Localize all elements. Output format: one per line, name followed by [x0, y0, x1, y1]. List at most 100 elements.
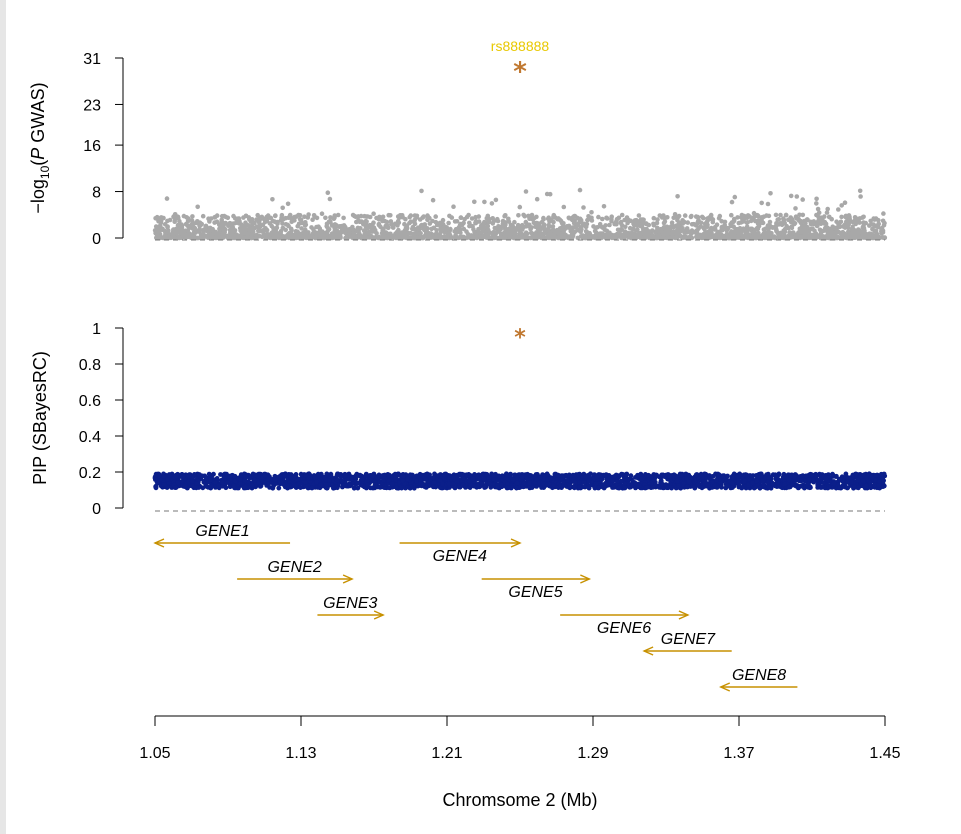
gwas-point	[248, 235, 254, 241]
gwas-point	[193, 230, 198, 235]
gwas-point	[856, 227, 861, 232]
gwas-point	[765, 230, 771, 236]
gwas-y-axis-title: −log10(P GWAS)	[28, 82, 52, 213]
pip-point	[194, 481, 200, 487]
gwas-point	[882, 220, 887, 226]
gwas-point	[729, 212, 734, 218]
gwas-point	[229, 230, 235, 235]
gwas-point	[418, 231, 423, 236]
gwas-point	[744, 224, 750, 229]
pip-point	[653, 472, 659, 478]
gwas-point	[523, 231, 528, 237]
gwas-point	[461, 235, 466, 241]
gwas-point	[280, 225, 286, 231]
gwas-point	[595, 225, 600, 230]
gwas-point	[412, 231, 417, 236]
gwas-point	[264, 231, 270, 237]
gwas-point	[643, 227, 649, 232]
gwas-point	[801, 228, 807, 234]
gwas-point	[156, 219, 161, 224]
gwas-point	[152, 228, 158, 233]
gwas-point	[420, 235, 425, 241]
pip-point	[312, 475, 318, 481]
pip-point	[603, 472, 609, 477]
gwas-point	[551, 219, 556, 225]
pip-point	[342, 483, 348, 488]
gwas-point	[770, 225, 776, 230]
gwas-point	[201, 233, 207, 239]
gwas-point	[380, 218, 385, 224]
gwas-point	[759, 219, 764, 224]
gwas-point	[799, 234, 804, 240]
gwas-point	[504, 233, 510, 238]
gwas-point	[273, 235, 278, 240]
gwas-point	[627, 225, 633, 231]
gwas-point	[666, 235, 671, 240]
gwas-point	[281, 216, 286, 222]
gwas-point	[341, 215, 346, 221]
gwas-point	[453, 234, 458, 239]
pip-point	[349, 476, 355, 482]
pip-point	[179, 479, 185, 484]
pip-point	[315, 472, 321, 477]
gwas-point	[856, 235, 862, 241]
pip-point	[224, 471, 229, 477]
gwas-point	[491, 218, 497, 224]
pip-point	[225, 480, 231, 485]
gwas-point	[793, 206, 798, 211]
gwas-point	[354, 228, 360, 234]
gwas-point	[206, 216, 211, 221]
gwas-point	[170, 230, 176, 235]
pip-point	[196, 472, 202, 477]
gwas-point	[337, 232, 343, 237]
gwas-point	[527, 216, 532, 221]
gwas-point	[581, 205, 586, 210]
gwas-point	[298, 217, 304, 222]
gwas-point	[836, 207, 841, 212]
gwas-point	[472, 199, 477, 205]
gwas-point	[861, 235, 866, 240]
gwas-point	[259, 214, 265, 220]
gwas-point	[515, 222, 521, 228]
gwas-point	[729, 199, 735, 205]
gwas-point	[417, 217, 423, 222]
gwas-point	[476, 219, 482, 224]
gwas-point	[776, 217, 782, 222]
gwas-point	[306, 235, 311, 241]
gwas-point	[812, 235, 818, 241]
gwas-point	[348, 234, 353, 239]
pip-point	[811, 477, 816, 483]
gwas-point	[816, 218, 821, 224]
gwas-point	[768, 191, 773, 196]
gwas-point	[808, 219, 813, 225]
gwas-point	[478, 234, 484, 240]
gwas-point	[644, 230, 649, 236]
gwas-point	[325, 224, 330, 230]
gwas-point	[255, 218, 261, 223]
gwas-point	[609, 218, 614, 224]
gwas-point	[279, 235, 285, 240]
gwas-point	[225, 233, 231, 239]
gwas-point	[825, 226, 831, 231]
gwas-point	[632, 218, 638, 223]
gwas-point	[545, 216, 551, 221]
pip-point	[153, 483, 159, 489]
gwas-point	[750, 217, 755, 222]
gwas-point	[796, 218, 802, 223]
pip-point	[331, 485, 336, 491]
gwas-point	[351, 231, 357, 237]
gwas-point	[847, 214, 852, 220]
gwas-point	[446, 220, 451, 226]
gwas-point	[685, 220, 691, 225]
gwas-point	[200, 213, 206, 219]
gwas-point	[425, 213, 430, 218]
gwas-point	[609, 214, 614, 219]
pip-point	[252, 472, 258, 478]
gwas-point	[229, 235, 235, 240]
gwas-point	[601, 204, 607, 209]
gwas-point	[725, 225, 731, 231]
gwas-point	[357, 231, 362, 237]
gwas-point	[561, 204, 567, 210]
gwas-point	[564, 224, 570, 229]
